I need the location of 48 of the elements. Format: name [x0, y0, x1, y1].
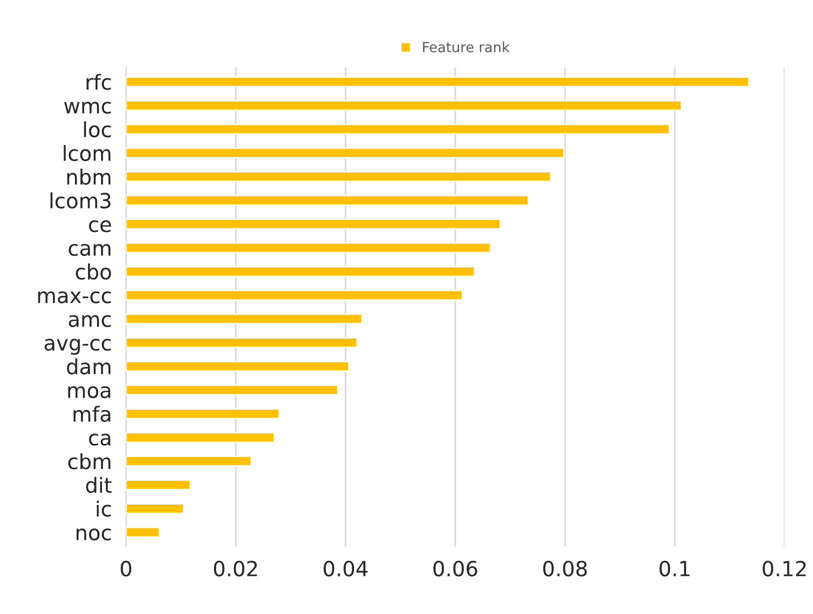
- y-tick-label: cbo: [76, 264, 111, 280]
- bar: [126, 147, 565, 158]
- bar: [126, 360, 350, 372]
- y-tick-label: rfc: [86, 74, 111, 90]
- bar: [126, 76, 750, 88]
- bar: [126, 384, 339, 396]
- x-tick-label: 0.02: [214, 560, 257, 576]
- x-tick-label: 0: [120, 560, 132, 576]
- legend-label: Feature rank: [423, 42, 510, 52]
- y-tick-label: max-cc: [38, 291, 111, 304]
- bar: [126, 171, 552, 182]
- y-tick-label: ce: [89, 220, 112, 232]
- x-tick-label: 0.1: [660, 560, 690, 576]
- bar: [126, 408, 280, 420]
- y-tick-label: cbm: [68, 453, 110, 470]
- y-tick-label: ic: [96, 500, 111, 517]
- bar: [126, 503, 184, 514]
- bar: [126, 337, 358, 348]
- bar: [126, 456, 252, 467]
- bar: [126, 290, 464, 301]
- bar: [126, 432, 275, 443]
- y-tick-label: mfa: [74, 406, 110, 422]
- bar: [126, 100, 682, 111]
- bar: [126, 313, 363, 324]
- y-tick-label: dam: [66, 358, 110, 374]
- y-tick-label: cam: [68, 244, 110, 256]
- bar: [126, 479, 191, 490]
- y-tick-label: moa: [68, 386, 110, 398]
- bar: [126, 526, 160, 538]
- x-tick-label: 0.04: [324, 560, 368, 576]
- bar: [126, 218, 501, 230]
- y-tick-label: noc: [76, 528, 111, 540]
- x-tick-label: 0.08: [543, 560, 587, 576]
- y-tick-label: amc: [68, 315, 111, 328]
- y-tick-label: wmc: [64, 102, 111, 114]
- y-tick-label: lcom: [64, 144, 110, 162]
- x-tick-label: 0.06: [433, 560, 478, 576]
- y-tick-label: loc: [84, 121, 111, 138]
- y-tick-label: avg-cc: [44, 338, 111, 355]
- bar: [126, 124, 670, 135]
- bar: [126, 242, 492, 254]
- bar: [126, 266, 476, 277]
- y-tick-label: dit: [86, 476, 112, 494]
- y-tick-label: ca: [89, 434, 110, 446]
- bar: [126, 194, 529, 206]
- y-tick-label: lcom3: [50, 192, 110, 209]
- x-tick-label: 0.12: [762, 560, 806, 576]
- y-tick-label: nbm: [67, 168, 110, 185]
